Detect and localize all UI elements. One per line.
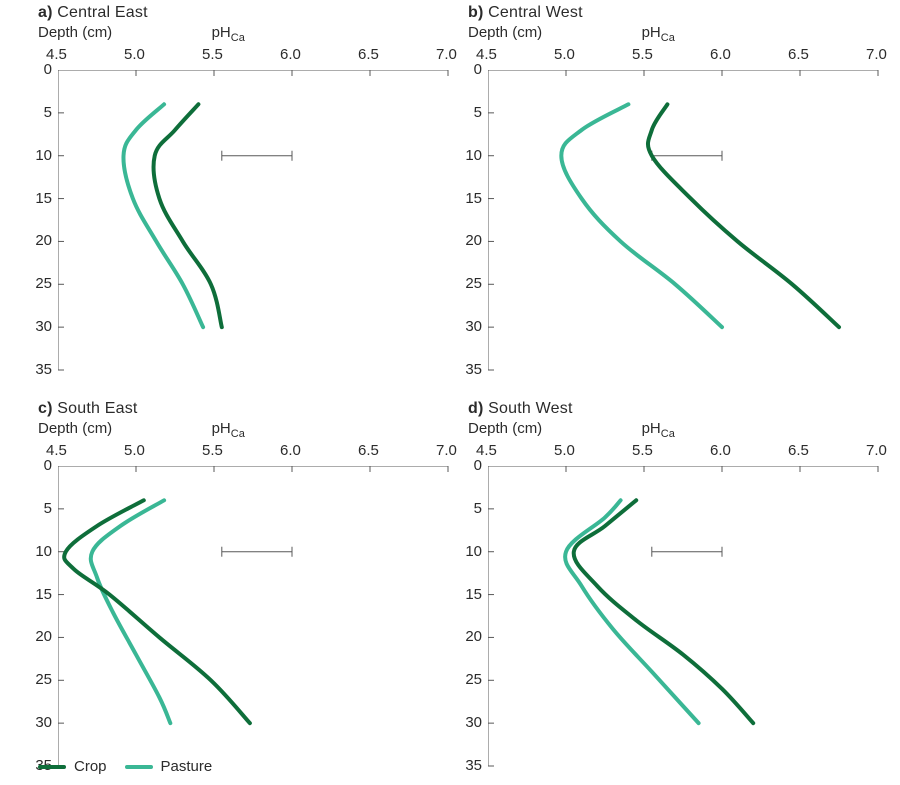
x-tick-label: 5.0: [554, 442, 575, 459]
y-tick-label: 35: [26, 361, 52, 378]
legend-label: Pasture: [161, 758, 213, 775]
y-tick-label: 5: [26, 500, 52, 517]
x-tick-label: 6.5: [358, 46, 379, 63]
x-axis-label: pHCa: [642, 420, 675, 440]
x-axis-label: pHCa: [212, 24, 245, 44]
x-tick-label: 6.0: [280, 46, 301, 63]
y-tick-label: 35: [456, 757, 482, 774]
y-tick-label: 35: [456, 361, 482, 378]
series-crop: [648, 104, 839, 327]
x-tick-label: 5.0: [124, 46, 145, 63]
y-tick-label: 30: [456, 714, 482, 731]
x-tick-label: 5.5: [632, 442, 653, 459]
y-tick-label: 10: [26, 147, 52, 164]
legend-label: Crop: [74, 758, 107, 775]
panel-svg-a: [58, 70, 450, 372]
x-tick-label: 6.5: [788, 442, 809, 459]
y-tick-label: 20: [26, 628, 52, 645]
x-tick-label: 6.5: [358, 442, 379, 459]
panel-title-a: a) Central East: [38, 4, 148, 22]
y-tick-label: 25: [456, 671, 482, 688]
x-tick-label: 5.0: [124, 442, 145, 459]
y-tick-label: 20: [456, 232, 482, 249]
x-tick-label: 7.0: [436, 46, 457, 63]
y-tick-label: 5: [456, 104, 482, 121]
y-tick-label: 10: [26, 543, 52, 560]
x-tick-label: 5.0: [554, 46, 575, 63]
x-tick-label: 7.0: [866, 46, 887, 63]
y-tick-label: 0: [456, 61, 482, 78]
y-tick-label: 0: [456, 457, 482, 474]
y-tick-label: 15: [456, 190, 482, 207]
x-tick-label: 5.5: [632, 46, 653, 63]
legend-item-pasture: Pasture: [125, 758, 213, 775]
error-bar: [222, 151, 292, 161]
series-pasture: [565, 500, 699, 723]
y-tick-label: 25: [26, 671, 52, 688]
panel-svg-d: [488, 466, 880, 768]
y-tick-label: 5: [26, 104, 52, 121]
y-tick-label: 15: [26, 190, 52, 207]
error-bar: [222, 547, 292, 557]
y-tick-label: 0: [26, 61, 52, 78]
legend: Crop Pasture: [38, 758, 212, 775]
x-tick-label: 6.0: [710, 46, 731, 63]
y-axis-label: Depth (cm): [468, 420, 542, 437]
x-axis-label: pHCa: [642, 24, 675, 44]
legend-swatch: [125, 765, 153, 769]
y-axis-label: Depth (cm): [38, 24, 112, 41]
y-tick-label: 30: [456, 318, 482, 335]
y-tick-label: 30: [26, 714, 52, 731]
error-bar: [652, 151, 722, 161]
y-tick-label: 25: [26, 275, 52, 292]
y-tick-label: 30: [26, 318, 52, 335]
y-axis-label: Depth (cm): [38, 420, 112, 437]
panel-svg-c: [58, 466, 450, 768]
series-pasture: [123, 104, 203, 327]
x-tick-label: 6.0: [710, 442, 731, 459]
x-tick-label: 7.0: [436, 442, 457, 459]
error-bar: [652, 547, 722, 557]
x-tick-label: 5.5: [202, 442, 223, 459]
x-tick-label: 6.5: [788, 46, 809, 63]
x-tick-label: 7.0: [866, 442, 887, 459]
legend-swatch: [38, 765, 66, 769]
panel-title-d: d) South West: [468, 400, 573, 418]
panel-svg-b: [488, 70, 880, 372]
x-axis-label: pHCa: [212, 420, 245, 440]
y-tick-label: 10: [456, 543, 482, 560]
x-tick-label: 6.0: [280, 442, 301, 459]
figure-root: a) Central EastDepth (cm)pHCa4.55.05.56.…: [0, 0, 900, 785]
y-axis-label: Depth (cm): [468, 24, 542, 41]
y-tick-label: 15: [456, 586, 482, 603]
x-tick-label: 5.5: [202, 46, 223, 63]
y-tick-label: 10: [456, 147, 482, 164]
y-tick-label: 0: [26, 457, 52, 474]
y-tick-label: 20: [456, 628, 482, 645]
y-tick-label: 15: [26, 586, 52, 603]
y-tick-label: 25: [456, 275, 482, 292]
panel-title-b: b) Central West: [468, 4, 583, 22]
series-pasture: [561, 104, 722, 327]
panel-title-c: c) South East: [38, 400, 138, 418]
legend-item-crop: Crop: [38, 758, 107, 775]
y-tick-label: 5: [456, 500, 482, 517]
y-tick-label: 20: [26, 232, 52, 249]
